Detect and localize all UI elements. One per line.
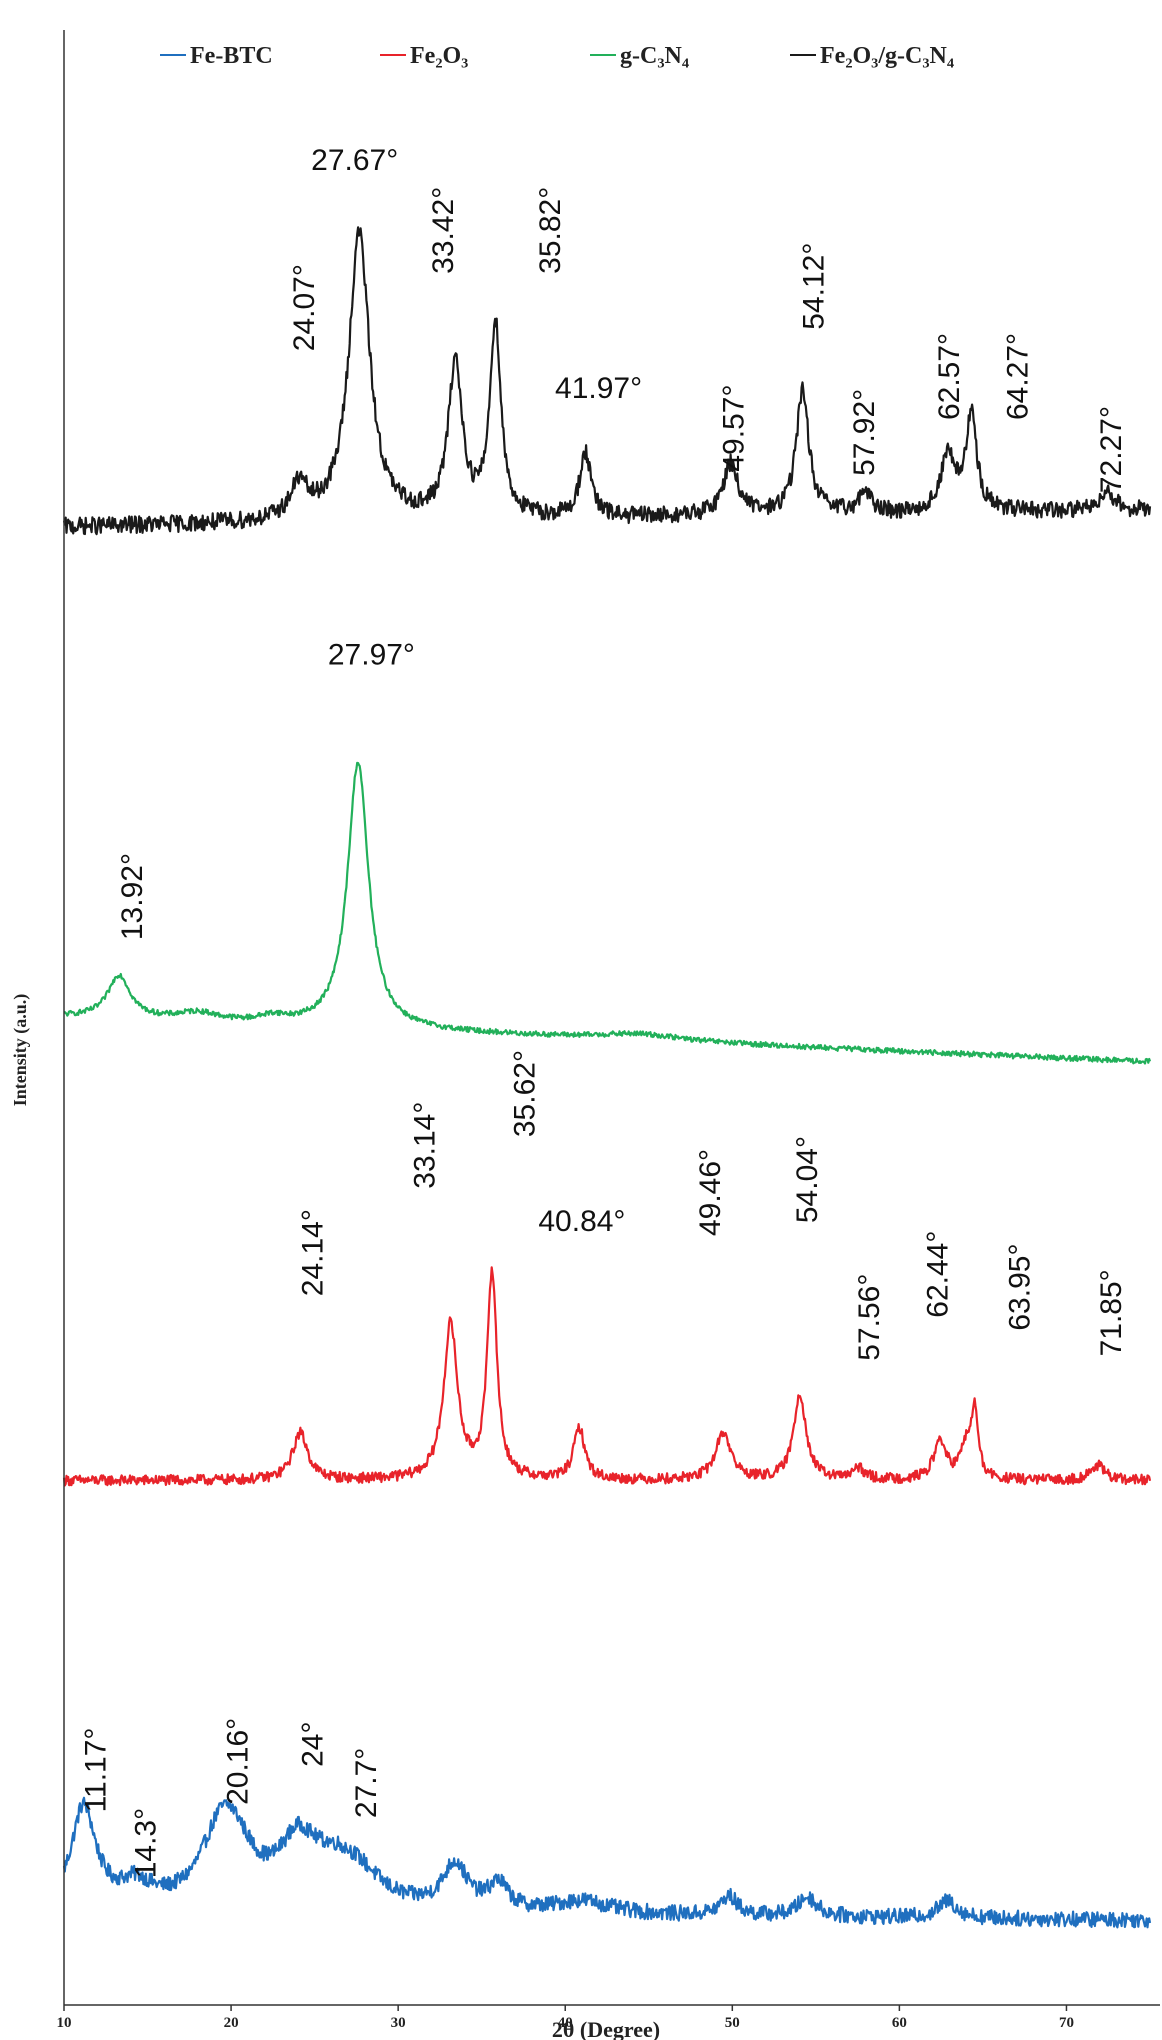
peak-label: 20.16° [221, 1718, 254, 1805]
peak-label: 62.44° [921, 1231, 954, 1318]
peak-label: 57.56° [853, 1274, 886, 1361]
peak-label: 40.84° [538, 1205, 625, 1238]
x-axis-title: 2θ (Degree) [552, 2017, 660, 2040]
x-ticks: 10 20 30 40 50 60 70 [57, 2005, 1074, 2031]
legend-entry: Fe₂O₃ [410, 43, 468, 69]
x-tick-label: 30 [391, 2015, 406, 2031]
peak-label: 11.17° [79, 1728, 112, 1813]
x-tick-label: 10 [57, 2015, 72, 2031]
legend: Fe-BTC Fe₂O₃ g-C₃N₄ Fe₂O₃/g-C₃N₄ [160, 43, 954, 69]
peak-label: 24.07° [288, 264, 321, 351]
peak-label: 72.27° [1095, 406, 1128, 493]
legend-entry: g-C₃N₄ [620, 43, 689, 69]
x-tick-label: 40 [558, 2015, 573, 2031]
peak-label: 35.62° [509, 1050, 542, 1137]
peak-label: 13.92° [116, 853, 149, 940]
series-line-0 [62, 1796, 1152, 1929]
peak-label: 64.27° [1002, 333, 1035, 420]
plot-area [62, 226, 1152, 1929]
peak-label: 62.57° [933, 333, 966, 420]
legend-entry: Fe-BTC [190, 43, 273, 69]
peak-label: 71.85° [1095, 1269, 1128, 1356]
peak-label: 54.12° [798, 243, 831, 330]
peak-label: 27.97° [328, 638, 415, 671]
peak-label: 54.04° [791, 1136, 824, 1223]
x-axis: 10 20 30 40 50 60 70 2θ (Degree) [57, 2004, 1160, 2040]
series-line-2 [63, 761, 1152, 1065]
x-tick-label: 70 [1059, 2015, 1074, 2031]
peak-label: 35.82° [534, 187, 567, 274]
peak-label: 24.14° [297, 1209, 330, 1296]
peak-label: 63.95° [1003, 1244, 1036, 1331]
peak-label: 27.67° [311, 144, 398, 177]
peak-annotations: 11.17° 14.3° 20.16° 24° 27.7° 24.14° 33.14° 35.… [79, 144, 1128, 1878]
peak-label: 14.3° [129, 1808, 162, 1878]
y-axis-title: Intensity (a.u.) [10, 994, 31, 1107]
series-line-1 [62, 1266, 1152, 1487]
legend-entry: Fe₂O₃/g-C₃N₄ [820, 43, 954, 69]
peak-label: 49.57° [718, 385, 751, 472]
x-tick-label: 50 [725, 2015, 740, 2031]
peak-label: 57.92° [848, 389, 881, 476]
peak-label: 27.7° [350, 1748, 383, 1818]
y-axis: Intensity (a.u.) [10, 30, 65, 2005]
peak-label: 33.14° [409, 1102, 442, 1189]
peak-label: 33.42° [427, 187, 460, 274]
series-line-3 [62, 226, 1152, 536]
peak-label: 24° [297, 1722, 330, 1767]
x-tick-label: 20 [224, 2015, 239, 2031]
peak-label: 49.46° [694, 1149, 727, 1236]
x-tick-label: 60 [892, 2015, 907, 2031]
peak-label: 41.97° [555, 372, 642, 405]
